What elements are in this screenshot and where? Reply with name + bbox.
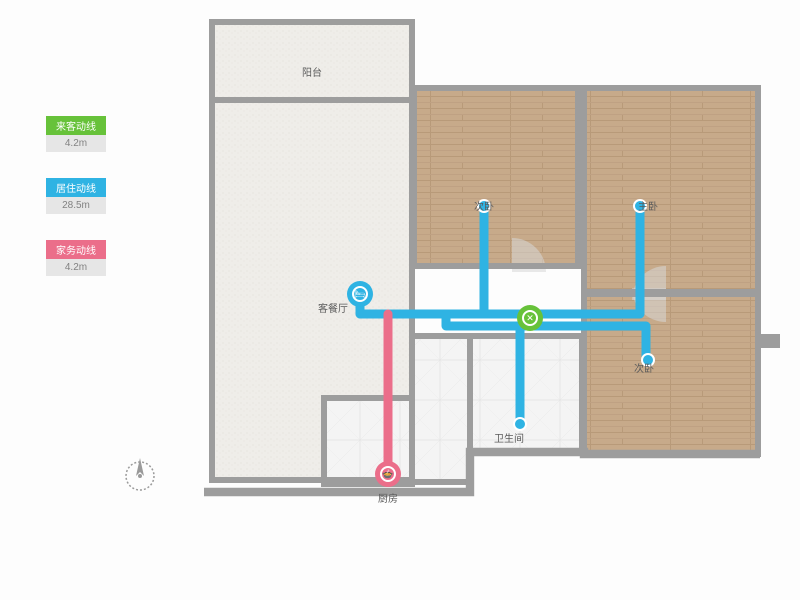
- legend-value: 4.2m: [46, 135, 106, 152]
- legend-title: 居住动线: [46, 178, 106, 197]
- room-bed2a: [414, 88, 578, 266]
- room-balcony: [212, 22, 412, 100]
- legend-item: 居住动线28.5m: [46, 178, 106, 214]
- room-hall: [412, 336, 470, 482]
- room-bed1: [584, 88, 758, 292]
- legend-title: 来客动线: [46, 116, 106, 135]
- room-label-balcony: 阳台: [302, 64, 322, 79]
- room-label-bath: 卫生间: [494, 430, 524, 445]
- stage: 来客动线4.2m居住动线28.5m家务动线4.2m 阳台客餐厅次卧主卧次卧卫生间…: [0, 0, 800, 600]
- node-living-icon: 🛏: [347, 281, 373, 307]
- floorplan-svg: [0, 0, 800, 600]
- legend-item: 家务动线4.2m: [46, 240, 106, 276]
- room-label-kitchen: 厨房: [378, 490, 398, 505]
- room-label-bed1: 主卧: [638, 198, 658, 213]
- room-label-living: 客餐厅: [318, 300, 348, 315]
- legend-value: 4.2m: [46, 259, 106, 276]
- room-label-bed2a: 次卧: [474, 198, 494, 213]
- room-bath: [470, 336, 582, 452]
- room-label-bed2b: 次卧: [634, 360, 654, 375]
- node-guest-icon: ✕: [517, 305, 543, 331]
- legend-item: 来客动线4.2m: [46, 116, 106, 152]
- legend-title: 家务动线: [46, 240, 106, 259]
- node-kitchen-icon: 🍲: [375, 461, 401, 487]
- legend-value: 28.5m: [46, 197, 106, 214]
- compass-icon: [120, 456, 160, 501]
